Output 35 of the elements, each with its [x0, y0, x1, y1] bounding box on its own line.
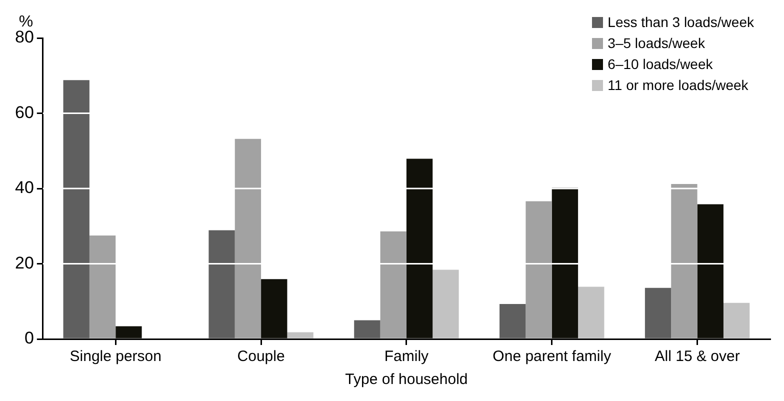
legend-label: Less than 3 loads/week: [608, 13, 754, 32]
bar: [697, 204, 724, 338]
x-tick-label: All 15 & over: [654, 348, 740, 366]
x-tick-label: Single person: [70, 348, 162, 366]
bar: [234, 138, 262, 338]
bar: [644, 288, 672, 338]
y-tick-label: 20: [14, 253, 34, 272]
y-tick-label: 80: [14, 28, 34, 47]
bar: [500, 304, 526, 338]
x-axis-title: Type of household: [345, 371, 468, 388]
x-tick-label: Couple: [237, 348, 285, 366]
bar: [380, 231, 406, 338]
legend-label: 11 or more loads/week: [608, 76, 748, 95]
y-axis-title: %: [18, 13, 34, 30]
legend-label: 3–5 loads/week: [608, 34, 705, 53]
y-tick-label: 40: [14, 178, 34, 198]
bar: [671, 184, 698, 338]
y-tick-label: 0: [24, 328, 34, 348]
bar: [287, 332, 314, 338]
bar: [208, 230, 235, 338]
bar: [63, 80, 90, 338]
x-tick-label: Family: [384, 348, 430, 366]
bar: [526, 201, 552, 338]
bar: [116, 326, 142, 338]
bar: [354, 320, 380, 338]
bar: [552, 188, 578, 338]
legend-label: 6–10 loads/week: [608, 55, 713, 74]
bar: [406, 158, 433, 338]
bar: [89, 236, 116, 338]
bar: [723, 302, 750, 338]
bar: [261, 279, 288, 338]
bar: [432, 270, 459, 338]
bar: [578, 286, 604, 338]
y-tick-label: 60: [14, 102, 34, 122]
x-tick-label: One parent family: [492, 348, 612, 366]
